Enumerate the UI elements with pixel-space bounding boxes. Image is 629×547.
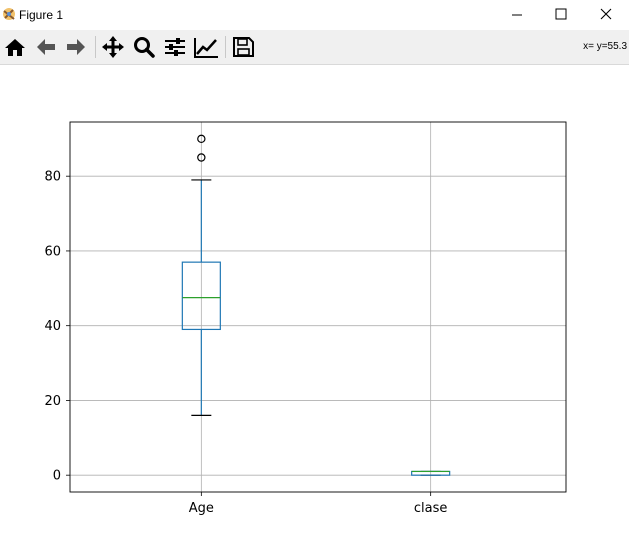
outlier-point xyxy=(197,134,206,144)
y-tick-label: 20 xyxy=(44,394,61,409)
title-bar: Figure 1 xyxy=(0,0,629,30)
outlier-point xyxy=(197,153,206,162)
toolbar-separator xyxy=(95,36,96,58)
y-tick-label: 0 xyxy=(53,469,61,484)
arrow-right-icon xyxy=(67,39,85,55)
minimize-button[interactable] xyxy=(494,0,540,30)
x-tick-label: clase xyxy=(414,501,448,516)
matplotlib-app-icon xyxy=(3,8,15,20)
figure-canvas[interactable]: 0 20 40 60 80 Age clase xyxy=(0,64,629,543)
boxplot-chart: 0 20 40 60 80 Age clase xyxy=(44,121,567,516)
close-icon xyxy=(600,8,612,20)
marks-layer xyxy=(181,134,451,476)
cursor-coordinates: x= y=55.3 xyxy=(583,41,627,52)
forward-button[interactable] xyxy=(63,35,89,59)
axes-layer: 0 20 40 60 80 Age clase xyxy=(44,121,567,516)
y-tick-label: 80 xyxy=(44,170,61,185)
maximize-icon xyxy=(555,8,567,20)
zoom-button[interactable] xyxy=(131,35,157,59)
x-tick-label: Age xyxy=(189,501,214,516)
navigation-toolbar: x= y=55.3 xyxy=(0,30,629,65)
arrow-left-icon xyxy=(37,39,55,55)
move-icon xyxy=(102,36,124,58)
y-tick-label: 60 xyxy=(44,244,61,259)
grid-layer xyxy=(70,122,566,492)
close-button[interactable] xyxy=(583,0,629,30)
y-tick-label: 40 xyxy=(44,319,61,334)
box-iqr xyxy=(181,261,221,331)
subplots-button[interactable] xyxy=(162,35,188,59)
minimize-icon xyxy=(512,14,522,16)
toolbar-separator xyxy=(225,36,226,58)
window-title: Figure 1 xyxy=(19,8,64,22)
home-button[interactable] xyxy=(2,35,28,59)
save-button[interactable] xyxy=(230,35,256,59)
home-icon xyxy=(5,39,25,56)
sliders-icon xyxy=(165,38,185,56)
magnifier-icon xyxy=(134,37,155,58)
maximize-button[interactable] xyxy=(538,0,584,30)
line-chart-icon xyxy=(194,38,218,58)
axes-frame xyxy=(69,121,567,493)
edit-axes-button[interactable] xyxy=(193,35,219,59)
pan-button[interactable] xyxy=(100,35,126,59)
floppy-disk-icon xyxy=(233,37,254,57)
back-button[interactable] xyxy=(33,35,59,59)
